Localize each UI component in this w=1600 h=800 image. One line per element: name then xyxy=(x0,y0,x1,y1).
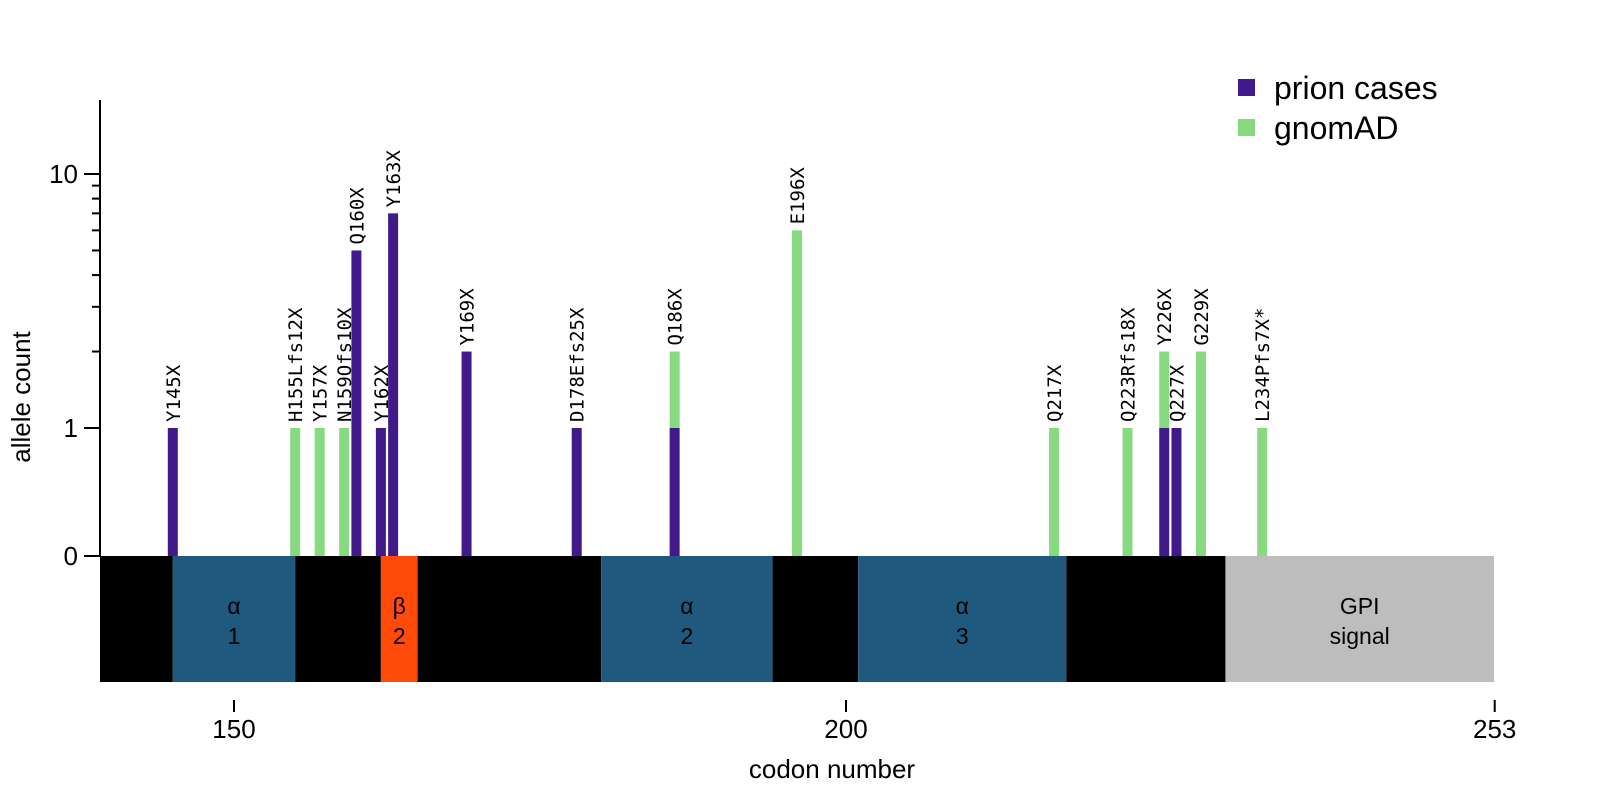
bar-gnomad-E196X xyxy=(792,230,803,556)
domain-block xyxy=(172,556,296,682)
domain-block xyxy=(772,556,859,682)
bar-gnomad-Y226X xyxy=(1159,351,1170,428)
legend-label: gnomAD xyxy=(1274,110,1399,146)
domain-label: α xyxy=(956,593,969,619)
domain-block xyxy=(417,556,602,682)
domain-block xyxy=(295,556,381,682)
bar-prion-Y162X xyxy=(375,428,386,556)
bar-prion-Y145X xyxy=(167,428,178,556)
bar-prion-Y169X xyxy=(461,351,472,556)
x-tick-label: 150 xyxy=(212,714,255,744)
y-tick-label: 0 xyxy=(64,541,78,571)
bar-gnomad-H155Lfs12X xyxy=(290,428,301,556)
domain-label: β xyxy=(393,593,406,619)
bar-gnomad-Q217X xyxy=(1049,428,1060,556)
protein-domain-track: α 1 β 2 α 2 α 3 GPI signal xyxy=(100,556,1494,682)
domain-label: 2 xyxy=(680,623,693,649)
bar-gnomad-Q186X xyxy=(669,351,680,428)
variant-label: Q217X xyxy=(1044,364,1066,422)
bar-prion-Y226X xyxy=(1159,428,1170,556)
domain-block xyxy=(1225,556,1494,682)
x-axis: 150 200 253 xyxy=(212,700,1516,744)
legend-label: prion cases xyxy=(1274,70,1438,106)
domain-label: 3 xyxy=(956,623,969,649)
domain-block xyxy=(601,556,773,682)
variant-label: Y163X xyxy=(383,150,405,208)
legend-swatch xyxy=(1238,119,1255,136)
variant-label: G229X xyxy=(1191,288,1213,346)
bar-prion-Y163X xyxy=(388,213,399,556)
variant-label: N159Ofs10X xyxy=(334,307,356,422)
variant-label: Y169X xyxy=(457,288,479,346)
domain-block xyxy=(858,556,1067,682)
legend: prion cases gnomAD xyxy=(1238,70,1438,146)
y-axis: 0 1 10 xyxy=(49,100,101,571)
variant-label: E196X xyxy=(787,167,809,225)
domain-label: 2 xyxy=(393,623,406,649)
variant-label: Y226X xyxy=(1154,288,1176,346)
bar-prion-Q160X xyxy=(351,250,362,557)
x-tick-label: 200 xyxy=(824,714,867,744)
bar-prion-D178Efs25X xyxy=(571,428,582,556)
domain-block xyxy=(100,556,173,682)
variant-label: Y145X xyxy=(163,364,185,422)
variant-label: Q227X xyxy=(1166,364,1188,422)
variant-label: Q160X xyxy=(346,187,368,245)
bar-gnomad-L234Pfs7X* xyxy=(1257,428,1268,556)
bar-prion-Q186X xyxy=(669,428,680,556)
bar-gnomad-Q223Rfs18X xyxy=(1122,428,1133,556)
domain-label: GPI xyxy=(1340,593,1380,619)
variant-label: Q223Rfs18X xyxy=(1118,307,1140,422)
domain-block xyxy=(1066,556,1226,682)
variant-label: D178Efs25X xyxy=(567,307,589,422)
bar-prion-Q227X xyxy=(1171,428,1182,556)
y-tick-label: 10 xyxy=(49,159,78,189)
y-tick-label: 1 xyxy=(64,413,78,443)
domain-label: α xyxy=(680,593,693,619)
y-axis-label: allele count xyxy=(6,330,36,462)
variant-label: L234Pfs7X* xyxy=(1252,308,1274,422)
domain-block xyxy=(380,556,418,682)
bar-layer xyxy=(167,213,1268,557)
variant-label: Y157X xyxy=(310,364,332,422)
domain-label: 1 xyxy=(228,623,241,649)
bar-gnomad-Y157X xyxy=(314,428,325,556)
variant-label: Q186X xyxy=(665,288,687,346)
variant-label-layer: Y145X H155Lfs12X Y157X N159Ofs10X Q160X Y162X… xyxy=(163,150,1274,422)
bar-gnomad-N159Ofs10X xyxy=(339,428,350,556)
domain-label: signal xyxy=(1330,623,1390,649)
variant-label: Y162X xyxy=(371,364,393,422)
variant-label: H155Lfs12X xyxy=(285,307,307,422)
bar-gnomad-G229X xyxy=(1195,351,1206,556)
x-axis-label: codon number xyxy=(749,754,916,784)
domain-label: α xyxy=(227,593,240,619)
x-tick-label: 253 xyxy=(1473,714,1516,744)
legend-swatch xyxy=(1238,79,1255,96)
